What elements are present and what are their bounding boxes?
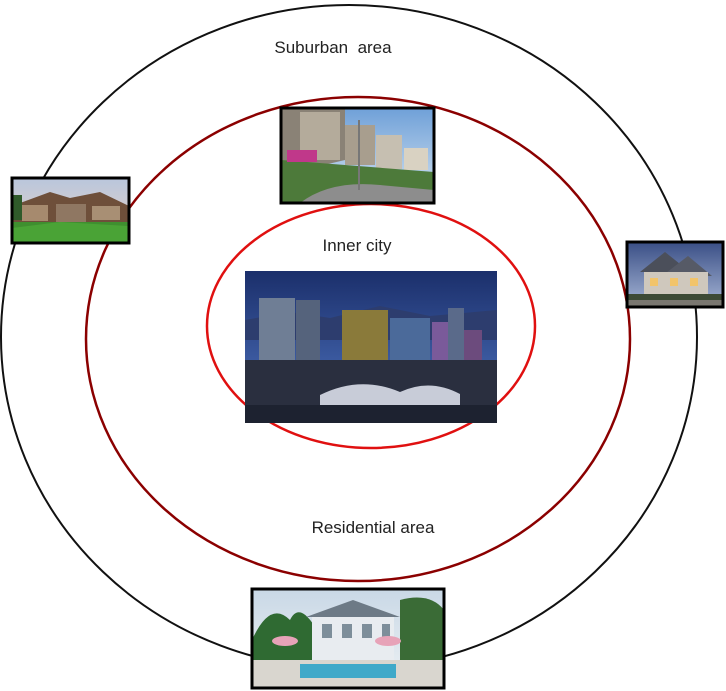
suburban-mansion-pool-frame [250, 587, 446, 690]
inner-city-skyline-photo [245, 271, 497, 423]
residential-hillside-houses-photo [281, 108, 434, 203]
suburban-ranch-house-frame [10, 176, 131, 245]
suburban-two-storey-house-frame [625, 240, 725, 309]
suburban-mansion-pool-photo [252, 589, 444, 688]
residential-area-label: Residential area [312, 518, 435, 537]
suburban-two-storey-house-photo [627, 242, 723, 307]
inner-city-label: Inner city [323, 236, 392, 255]
suburban-ranch-house-photo [12, 178, 129, 243]
residential-hillside-houses-frame [279, 106, 436, 205]
residential-ring [84, 95, 632, 583]
suburban-area-label: Suburban area [274, 38, 392, 57]
